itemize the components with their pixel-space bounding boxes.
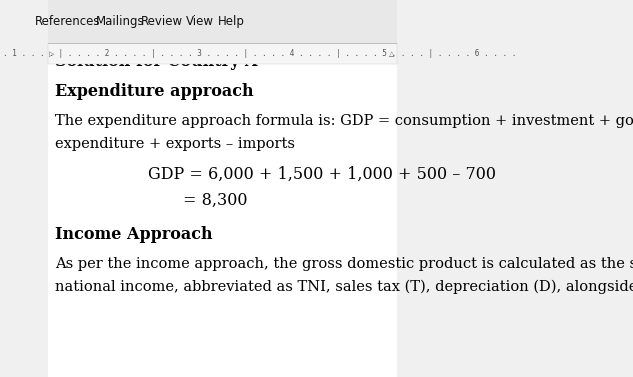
Text: △: △ [389, 51, 394, 57]
Text: national income, abbreviated as TNI, sales tax (T), depreciation (D), alongside : national income, abbreviated as TNI, sal… [54, 280, 633, 294]
Text: GDP = 6,000 + 1,500 + 1,000 + 500 – 700: GDP = 6,000 + 1,500 + 1,000 + 500 – 700 [147, 166, 496, 183]
FancyBboxPatch shape [48, 43, 397, 64]
Text: expenditure + exports – imports: expenditure + exports – imports [54, 137, 295, 151]
Text: References: References [35, 15, 100, 28]
FancyBboxPatch shape [48, 0, 397, 43]
Text: View: View [186, 15, 214, 28]
Text: ▷: ▷ [49, 51, 55, 57]
FancyBboxPatch shape [48, 64, 397, 377]
Text: Solution for Country A: Solution for Country A [54, 52, 257, 70]
Text: = 8,300: = 8,300 [182, 192, 247, 209]
Text: The expenditure approach formula is: GDP = consumption + investment + government: The expenditure approach formula is: GDP… [54, 113, 633, 128]
Text: Income Approach: Income Approach [54, 226, 212, 243]
Text: Mailings: Mailings [96, 15, 144, 28]
Text: As per the income approach, the gross domestic product is calculated as the sum : As per the income approach, the gross do… [54, 257, 633, 271]
Text: . . . . | . . . . 1 . . . . | . . . . 2 . . . . | . . . . 3 . . . . | . . . . 4 : . . . . | . . . . 1 . . . . | . . . . 2 … [0, 49, 517, 58]
Text: Help: Help [218, 15, 245, 28]
Text: Expenditure approach: Expenditure approach [54, 83, 253, 100]
Text: Review: Review [141, 15, 183, 28]
